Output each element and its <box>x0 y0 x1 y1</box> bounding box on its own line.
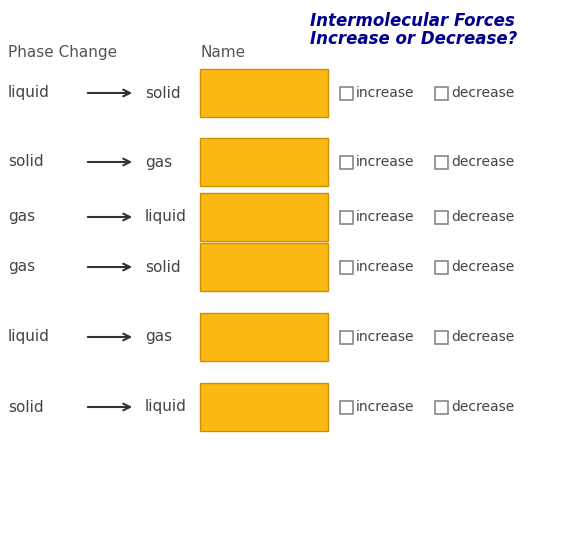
Bar <box>200 313 328 361</box>
Text: gas: gas <box>8 260 35 275</box>
Text: increase: increase <box>356 330 415 344</box>
Text: increase: increase <box>356 260 415 274</box>
Text: liquid: liquid <box>8 85 50 100</box>
Bar <box>340 210 353 224</box>
Text: solid: solid <box>8 154 44 169</box>
Text: increase: increase <box>356 210 415 224</box>
Text: Intermolecular Forces: Intermolecular Forces <box>310 12 515 30</box>
Bar <box>435 401 448 413</box>
Text: liquid: liquid <box>8 330 50 345</box>
Bar <box>340 330 353 344</box>
Bar <box>340 401 353 413</box>
Bar <box>435 260 448 274</box>
Text: decrease: decrease <box>451 330 514 344</box>
Text: solid: solid <box>145 260 181 275</box>
Text: gas: gas <box>145 330 172 345</box>
Bar <box>435 87 448 99</box>
Text: decrease: decrease <box>451 86 514 100</box>
Text: solid: solid <box>8 400 44 415</box>
Text: gas: gas <box>145 154 172 169</box>
Bar <box>200 383 328 431</box>
Text: Phase Change: Phase Change <box>8 45 117 60</box>
Text: liquid: liquid <box>145 209 187 225</box>
Bar <box>200 193 328 241</box>
Bar <box>435 210 448 224</box>
Text: gas: gas <box>8 209 35 225</box>
Bar <box>200 138 328 186</box>
Text: increase: increase <box>356 155 415 169</box>
Text: decrease: decrease <box>451 210 514 224</box>
Bar <box>340 87 353 99</box>
Bar <box>200 243 328 291</box>
Text: Name: Name <box>200 45 245 60</box>
Text: solid: solid <box>145 85 181 100</box>
Text: increase: increase <box>356 400 415 414</box>
Bar <box>200 69 328 117</box>
Text: increase: increase <box>356 86 415 100</box>
Bar <box>435 330 448 344</box>
Bar <box>340 155 353 169</box>
Text: decrease: decrease <box>451 155 514 169</box>
Text: liquid: liquid <box>145 400 187 415</box>
Text: decrease: decrease <box>451 400 514 414</box>
Bar <box>435 155 448 169</box>
Bar <box>340 260 353 274</box>
Text: Increase or Decrease?: Increase or Decrease? <box>310 30 518 48</box>
Text: decrease: decrease <box>451 260 514 274</box>
